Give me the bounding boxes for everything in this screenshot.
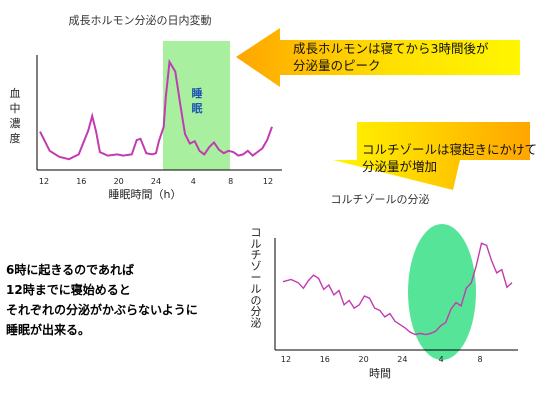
gh-x-tick-label: 4	[191, 177, 196, 186]
growth-hormone-chart: 成長ホルモン分泌の日内変動 睡 眠 血 中 濃 度 12 16 20 24 4 8 12 睡…	[10, 13, 282, 201]
note-line3: それぞれの分泌がかぶらないように	[6, 302, 198, 317]
note-line4: 睡眠が出来る。	[6, 322, 90, 337]
sleep-band-label-char-2: 眠	[192, 102, 203, 115]
gh-arrow-shape	[236, 28, 520, 87]
gh-x-tick-label: 8	[228, 177, 233, 186]
cortisol-x-tick-label: 8	[477, 355, 482, 364]
cortisol-ylabel-char: 分	[251, 305, 262, 318]
note-line1: 6時に起きるのであれば	[6, 262, 134, 277]
cortisol-x-tick-label: 16	[320, 355, 330, 364]
cortisol-series-line	[282, 242, 513, 336]
cortisol-ylabel-char: 泌	[251, 316, 262, 329]
cortisol-callout-arrow: コルチゾールは寝起きにかけて 分泌量が増加	[333, 122, 537, 190]
cortisol-callout-line2: 分泌量が増加	[362, 159, 437, 174]
cortisol-x-tick-label: 24	[397, 355, 407, 364]
gh-ylabel-char-1: 血	[10, 86, 21, 100]
cortisol-chart-title: コルチゾールの分泌	[331, 193, 430, 206]
gh-chart-title: 成長ホルモン分泌の日内変動	[69, 13, 212, 27]
gh-ylabel-char-3: 濃	[10, 116, 21, 130]
gh-series-line	[39, 58, 273, 161]
cortisol-ylabel-char: チ	[251, 249, 262, 262]
gh-callout-line2: 分泌量のピーク	[293, 58, 381, 73]
gh-ylabel-char-4: 度	[10, 131, 21, 145]
cortisol-highlight-ellipse	[408, 224, 476, 360]
gh-x-tick-label: 24	[151, 177, 161, 186]
cortisol-ylabel-char: ル	[251, 237, 262, 250]
gh-x-tick-label: 12	[39, 177, 49, 186]
gh-callout-line1: 成長ホルモンは寝てから3時間後が	[293, 41, 489, 56]
cortisol-arrow-shape	[333, 122, 530, 190]
cortisol-x-tick-label: 12	[281, 355, 291, 364]
gh-x-tick-label: 12	[263, 177, 273, 186]
cortisol-ylabel-char: ー	[251, 271, 262, 284]
cortisol-ylabel-vertical: コルチゾールの分泌	[251, 226, 262, 329]
cortisol-x-tick-label: 20	[359, 355, 369, 364]
sleep-advice-note: 6時に起きるのであれば 12時までに寝始めると それぞれの分泌がかぶらないように…	[6, 262, 198, 337]
cortisol-ylabel-char: の	[251, 294, 262, 307]
cortisol-xlabel: 時間	[369, 367, 391, 380]
gh-xlabel: 睡眠時間（h）	[109, 188, 182, 201]
note-line2: 12時までに寝始めると	[6, 282, 131, 297]
cortisol-callout-line1: コルチゾールは寝起きにかけて	[362, 142, 537, 157]
gh-x-tick-label: 16	[76, 177, 86, 186]
cortisol-ylabel-char: ル	[251, 283, 262, 296]
cortisol-ylabel-char: コ	[251, 226, 262, 239]
gh-x-tick-label: 20	[114, 177, 124, 186]
cortisol-ylabel-char: ゾ	[251, 260, 262, 273]
gh-ylabel-char-2: 中	[10, 102, 21, 115]
cortisol-chart: コルチゾールの分泌 コルチゾールの分泌 12 16 20 24 4 8 時間	[251, 193, 518, 380]
cortisol-x-tick-labels: 12 16 20 24 4 8	[281, 355, 483, 364]
sleep-band-label-char-1: 睡	[192, 86, 203, 100]
cortisol-x-tick-label: 4	[439, 355, 444, 364]
gh-x-tick-labels: 12 16 20 24 4 8 12	[39, 177, 273, 186]
gh-callout-arrow: 成長ホルモンは寝てから3時間後が 分泌量のピーク	[236, 28, 520, 87]
